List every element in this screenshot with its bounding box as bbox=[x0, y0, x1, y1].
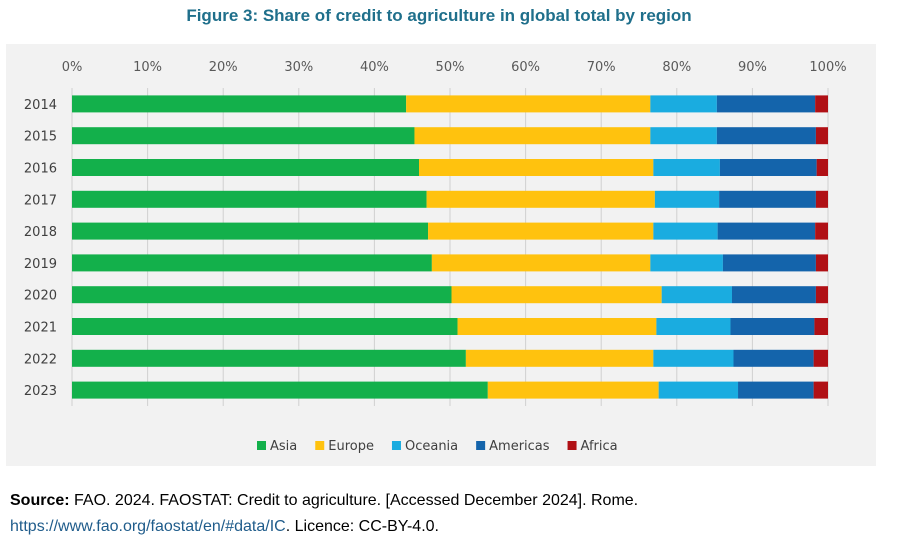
y-tick-label: 2018 bbox=[24, 225, 57, 240]
bar-segment bbox=[717, 222, 816, 240]
bars bbox=[72, 95, 828, 399]
bar-segment bbox=[414, 127, 651, 145]
bar-segment bbox=[457, 318, 657, 335]
source-link[interactable]: https://www.fao.org/faostat/en/#data/IC bbox=[10, 518, 286, 535]
legend-label: Oceania bbox=[405, 439, 458, 454]
bar-segment bbox=[814, 318, 828, 335]
x-tick-label: 70% bbox=[587, 60, 616, 75]
stacked-bar-chart: 0% 10% 20% 30% 40% 50% 60% 70% 80% 90% 100% 201420… bbox=[24, 60, 847, 454]
bar-segment bbox=[72, 190, 427, 208]
legend-swatch bbox=[315, 441, 325, 450]
bar-segment bbox=[813, 349, 828, 367]
legend-swatch bbox=[257, 441, 266, 450]
bar-segment bbox=[816, 159, 828, 176]
bar-segment bbox=[426, 190, 655, 208]
x-tick-label: 20% bbox=[209, 60, 238, 75]
bar-segment bbox=[650, 127, 717, 145]
bar-segment bbox=[650, 95, 717, 113]
bar-segment bbox=[654, 190, 720, 208]
bar-segment bbox=[719, 159, 817, 176]
x-tick-label: 50% bbox=[436, 60, 465, 75]
y-tick-label: 2023 bbox=[24, 384, 57, 399]
legend-swatch bbox=[567, 441, 577, 450]
x-tick-label: 0% bbox=[62, 60, 83, 75]
bar-segment bbox=[72, 95, 407, 113]
legend: Asia Europe Oceania Americas Africa bbox=[257, 439, 618, 454]
bar-segment bbox=[72, 127, 415, 145]
bar-segment bbox=[72, 222, 429, 240]
source-text: FAO. 2024. FAOSTAT: Credit to agricultur… bbox=[69, 492, 639, 509]
y-tick-label: 2016 bbox=[24, 162, 57, 177]
bar-segment bbox=[431, 254, 651, 272]
y-tick-label: 2022 bbox=[24, 352, 57, 367]
bar-segment bbox=[722, 254, 816, 272]
legend-label: Africa bbox=[581, 439, 618, 454]
bar-segment bbox=[406, 95, 651, 113]
bar-segment bbox=[730, 318, 815, 335]
y-tick-label: 2014 bbox=[24, 98, 57, 113]
bar-segment bbox=[72, 159, 420, 176]
bar-segment bbox=[653, 349, 734, 367]
source-label: Source: bbox=[10, 492, 70, 509]
source-note: Source: FAO. 2024. FAOSTAT: Credit to ag… bbox=[10, 488, 890, 540]
x-axis-ticks: 0% 10% 20% 30% 40% 50% 60% 70% 80% 90% 100% bbox=[62, 60, 847, 75]
bar-segment bbox=[658, 381, 739, 399]
bar-segment bbox=[719, 190, 816, 208]
x-tick-label: 60% bbox=[511, 60, 540, 75]
bar-segment bbox=[815, 254, 828, 272]
bar-segment bbox=[656, 318, 731, 335]
bar-segment bbox=[72, 254, 432, 272]
bar-segment bbox=[815, 286, 828, 304]
bar-segment bbox=[72, 381, 488, 399]
y-tick-label: 2015 bbox=[24, 130, 57, 145]
bar-segment bbox=[815, 222, 828, 240]
legend-label: Europe bbox=[328, 439, 374, 454]
bar-segment bbox=[72, 349, 466, 367]
bar-segment bbox=[653, 159, 720, 176]
y-tick-label: 2019 bbox=[24, 257, 57, 272]
y-tick-label: 2020 bbox=[24, 289, 57, 304]
x-tick-label: 40% bbox=[360, 60, 389, 75]
bar-segment bbox=[428, 222, 654, 240]
bar-segment bbox=[738, 381, 814, 399]
y-axis-labels: 2014 2015 2016 2017 2018 2019 2020 2021 2022 2023 bbox=[24, 98, 57, 399]
x-tick-label: 80% bbox=[662, 60, 691, 75]
bar-segment bbox=[815, 127, 828, 145]
bar-segment bbox=[731, 286, 816, 304]
legend-label: Americas bbox=[489, 439, 550, 454]
bar-segment bbox=[487, 381, 659, 399]
chart-title: Figure 3: Share of credit to agriculture… bbox=[186, 6, 692, 25]
bar-segment bbox=[815, 95, 828, 113]
bar-segment bbox=[419, 159, 654, 176]
legend-swatch bbox=[391, 441, 401, 450]
source-licence: . Licence: CC-BY-4.0. bbox=[285, 518, 439, 535]
bar-segment bbox=[716, 127, 816, 145]
bar-segment bbox=[72, 286, 452, 304]
x-tick-label: 10% bbox=[133, 60, 162, 75]
bar-segment bbox=[451, 286, 662, 304]
bar-segment bbox=[653, 222, 718, 240]
legend-label: Asia bbox=[270, 439, 297, 454]
bar-segment bbox=[815, 190, 828, 208]
x-tick-label: 30% bbox=[284, 60, 313, 75]
y-tick-label: 2017 bbox=[24, 193, 57, 208]
bar-segment bbox=[813, 381, 828, 399]
bar-segment bbox=[716, 95, 816, 113]
bar-segment bbox=[465, 349, 654, 367]
bar-segment bbox=[72, 318, 458, 335]
bar-segment bbox=[733, 349, 814, 367]
bar-segment bbox=[650, 254, 723, 272]
legend-swatch bbox=[476, 441, 486, 450]
y-tick-label: 2021 bbox=[24, 321, 57, 336]
x-tick-label: 100% bbox=[809, 60, 846, 75]
bar-segment bbox=[661, 286, 732, 304]
x-tick-label: 90% bbox=[738, 60, 767, 75]
